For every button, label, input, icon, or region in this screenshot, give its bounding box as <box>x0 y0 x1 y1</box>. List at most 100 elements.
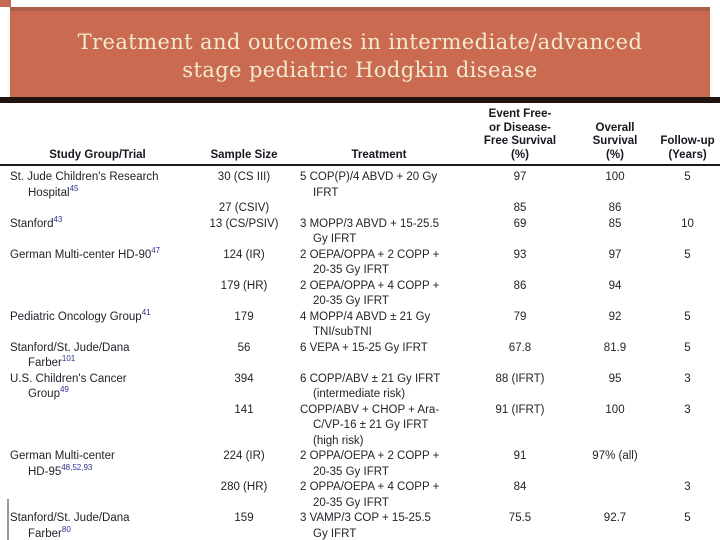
table-row: German Multi-center HD-9548,52,93 224 (IR)… <box>0 449 720 480</box>
table-row: Stanford/St. Jude/Dana Farber80 159 3 VAMP/… <box>0 511 720 540</box>
treatment-line: 4 MOPP/4 ABVD ± 21 Gy <box>300 310 431 323</box>
followup-cell <box>655 201 720 217</box>
study-line: Stanford/St. Jude/Dana <box>10 512 130 524</box>
reference-superscript: 48,52,93 <box>61 462 93 472</box>
study-group-cell: Stanford43 <box>0 214 195 248</box>
followup-cell <box>655 279 720 310</box>
sample-size-cell: 224 (IR) <box>223 450 265 462</box>
sample-size-cell: 280 (HR) <box>220 481 268 493</box>
treatment-line: 2 OPPA/OEPA + 4 COPP + <box>300 481 440 493</box>
treatment-cell: 2 OPPA/OEPA + 2 COPP + 20-35 Gy IFRT <box>293 449 465 480</box>
treatment-line: 20-35 Gy IFRT <box>313 465 389 478</box>
treatment-cell: 2 OEPA/OPPA + 4 COPP + 20-35 Gy IFRT <box>293 279 465 310</box>
sample-size-cell: 394 <box>234 372 254 385</box>
event-free-survival-cell: 84 <box>513 481 527 493</box>
treatment-line: 20-35 Gy IFRT <box>313 295 389 307</box>
reference-superscript: 43 <box>53 214 63 224</box>
study-group-cell: German Multi-center HD-9548,52,93 <box>0 449 195 480</box>
sample-size-cell: 141 <box>234 403 254 416</box>
study-group-cell: Pediatric Oncology Group41 <box>0 307 195 341</box>
sample-size-cell: 13 (CS/PSIV) <box>209 217 279 230</box>
slide-title-line2: stage pediatric Hodgkin disease <box>182 58 538 82</box>
study-line: HD-9548,52,93 <box>28 462 93 478</box>
study-line: Group49 <box>28 385 69 400</box>
event-free-survival-cell: 93 <box>513 248 527 261</box>
study-line: German Multi-center HD-9047 <box>10 245 161 261</box>
event-free-survival-cell: 97 <box>513 171 527 183</box>
followup-cell: 5 <box>684 248 691 261</box>
header-line: Sample Size <box>210 148 278 161</box>
treatment-cell: 5 COP(P)/4 ABVD + 20 Gy IFRT <box>293 165 465 201</box>
event-free-survival-cell: 88 (IFRT) <box>495 372 545 385</box>
overall-survival-cell: 100 <box>605 171 625 183</box>
treatment-line: C/VP-16 ± 21 Gy IFRT <box>313 419 429 431</box>
header-line: (%) <box>511 148 529 161</box>
followup-cell: 3 <box>684 372 691 385</box>
event-free-survival-cell: 75.5 <box>508 512 532 524</box>
study-group-cell: German Multi-center HD-9047 <box>0 245 195 279</box>
treatment-cell <box>293 201 465 217</box>
study-group-cell <box>0 480 195 511</box>
header-line: Survival <box>592 135 638 147</box>
treatment-line: IFRT <box>313 186 339 199</box>
study-group-cell: Stanford/St. Jude/Dana Farber80 <box>0 511 195 540</box>
sample-size-cell: 30 (CS III) <box>217 171 271 183</box>
study-group-cell <box>0 403 195 450</box>
treatment-cell: 2 OEPA/OPPA + 2 COPP + 20-35 Gy IFRT <box>293 248 465 279</box>
table-row: St. Jude Children's Research Hospital45 30… <box>0 165 720 201</box>
treatment-cell: 2 OPPA/OEPA + 4 COPP + 20-35 Gy IFRT <box>293 480 465 511</box>
slide-title-line1: Treatment and outcomes in intermediate/a… <box>77 30 643 54</box>
study-line: Stanford/St. Jude/Dana <box>10 341 130 354</box>
header-line: Free Survival <box>483 135 557 147</box>
treatment-line: 2 OEPA/OPPA + 4 COPP + <box>300 279 440 292</box>
treatment-cell: COPP/ABV + CHOP + Ara- C/VP-16 ± 21 Gy IF… <box>293 403 465 450</box>
table-row: 141 COPP/ABV + CHOP + Ara- C/VP-16 ± 21 Gy… <box>0 403 720 450</box>
sample-size-cell: 124 (IR) <box>223 248 265 261</box>
followup-cell: 5 <box>684 341 691 354</box>
overall-survival-cell: 86 <box>608 202 622 214</box>
event-free-survival-cell: 69 <box>513 217 527 230</box>
followup-cell: 3 <box>684 481 691 493</box>
reference-superscript: 101 <box>61 354 76 364</box>
followup-cell: 5 <box>684 171 691 183</box>
treatment-line: 2 OPPA/OEPA + 2 COPP + <box>300 450 440 462</box>
event-free-survival-cell: 91 (IFRT) <box>495 403 545 416</box>
treatment-line: 3 MOPP/3 ABVD + 15-25.5 <box>300 217 440 230</box>
reference-superscript: 41 <box>141 307 151 317</box>
event-free-survival-cell: 86 <box>513 279 527 292</box>
treatment-line: 20-35 Gy IFRT <box>313 264 389 276</box>
treatment-line: 20-35 Gy IFRT <box>313 496 389 509</box>
table-header-row: Study Group/Trial Sample Size Treatment … <box>0 103 720 166</box>
table-row: Stanford/St. Jude/Dana Farber101 56 6 VEPA … <box>0 341 720 372</box>
treatment-cell: 6 VEPA + 15-25 Gy IFRT <box>293 341 465 372</box>
reference-superscript: 80 <box>61 524 71 534</box>
reference-superscript: 49 <box>59 385 69 395</box>
study-line: St. Jude Children's Research <box>10 171 159 183</box>
overall-survival-cell: 81.9 <box>603 341 627 354</box>
table-row: 280 (HR) 2 OPPA/OEPA + 4 COPP + 20-35 Gy I… <box>0 480 720 511</box>
header-line: Treatment <box>351 148 407 161</box>
study-line: Pediatric Oncology Group41 <box>10 307 151 323</box>
study-line: Farber80 <box>28 524 71 540</box>
treatment-line: (intermediate risk) <box>313 388 406 400</box>
event-free-survival-cell: 91 <box>513 450 527 462</box>
event-free-survival-cell: 85 <box>513 202 527 214</box>
treatment-line: 6 VEPA + 15-25 Gy IFRT <box>300 341 428 354</box>
followup-cell: 10 <box>681 217 694 230</box>
study-line: U.S. Children's Cancer <box>10 372 127 385</box>
header-event-free-survival: Event Free- or Disease- Free Survival (%… <box>465 103 575 166</box>
divider-band <box>0 97 720 103</box>
title-banner: Treatment and outcomes in intermediate/a… <box>10 7 710 97</box>
treatment-line: Gy IFRT <box>313 233 357 245</box>
study-line: Farber101 <box>28 354 76 369</box>
table-row: German Multi-center HD-9047 124 (IR) 2 OEP… <box>0 245 720 279</box>
left-artifact-line <box>7 499 9 540</box>
treatment-line: 2 OEPA/OPPA + 2 COPP + <box>300 248 440 261</box>
header-followup: Follow-up (Years) <box>655 103 720 166</box>
study-line: Stanford43 <box>10 214 63 230</box>
treatment-line: (high risk) <box>313 434 364 447</box>
overall-survival-cell: 100 <box>605 403 625 416</box>
study-line: Hospital45 <box>28 183 79 199</box>
header-sample-size: Sample Size <box>195 103 293 166</box>
header-study-group: Study Group/Trial <box>0 103 195 166</box>
